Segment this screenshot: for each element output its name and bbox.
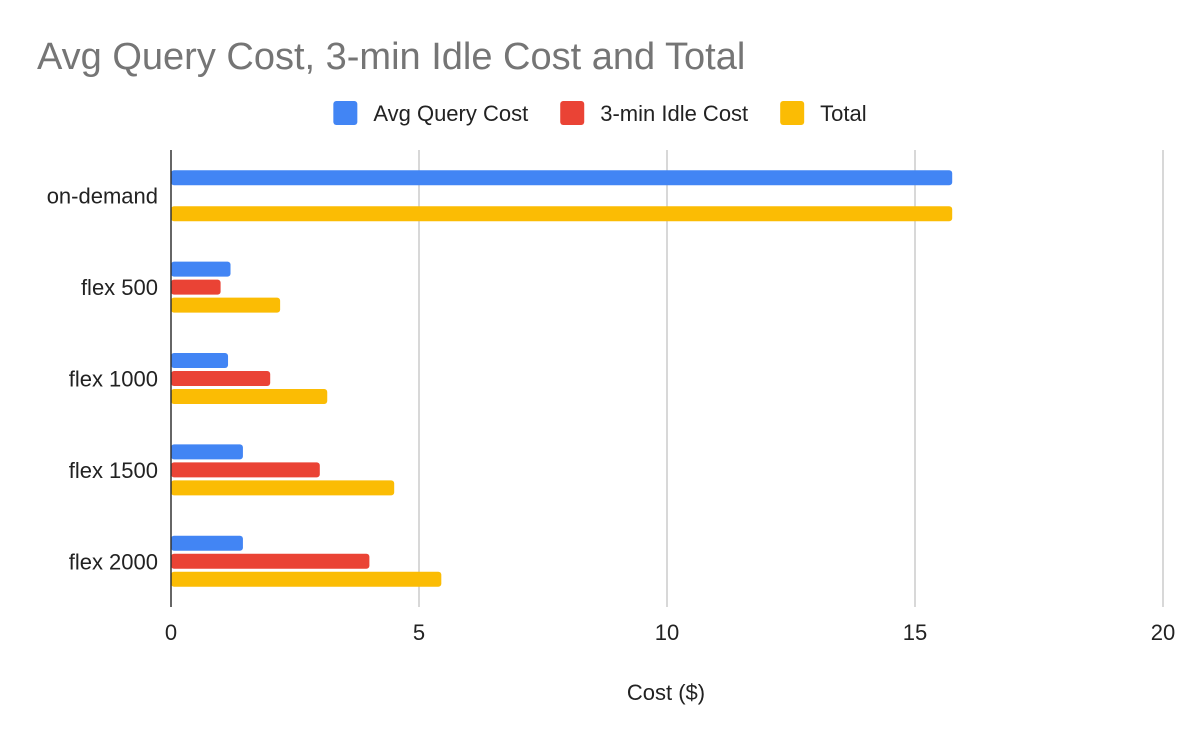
legend-swatch-3-min-idle-cost <box>560 101 585 125</box>
bars <box>171 170 953 587</box>
chart-title: Avg Query Cost, 3-min Idle Cost and Tota… <box>37 36 745 78</box>
bar-flex-500-avg-query-cost <box>171 261 231 277</box>
bar-on-demand-avg-query-cost <box>171 170 953 186</box>
bar-flex-1000-total <box>171 389 328 404</box>
bar-flex-2000-total <box>171 571 442 587</box>
bar-on-demand-total <box>171 206 953 222</box>
bar-flex-1500-3-min-idle-cost <box>171 462 320 478</box>
legend-swatch-avg-query-cost <box>333 101 358 125</box>
x-axis-title: Cost ($) <box>627 680 705 705</box>
bar-flex-1000-avg-query-cost <box>171 353 229 368</box>
legend: Avg Query Cost 3-min Idle Cost Total <box>333 101 867 126</box>
x-tick-label: 5 <box>413 620 425 645</box>
legend-label: 3-min Idle Cost <box>600 101 748 126</box>
legend-label: Avg Query Cost <box>373 101 528 126</box>
category-label: flex 1500 <box>69 458 158 483</box>
category-label: flex 500 <box>81 275 158 300</box>
legend-label: Total <box>820 101 866 126</box>
category-label: on-demand <box>47 184 158 209</box>
bar-flex-500-total <box>171 297 281 313</box>
legend-swatch-total <box>780 101 805 125</box>
tick-labels: 0 5 10 15 20 <box>165 620 1175 645</box>
category-labels: on-demand flex 500 flex 1000 flex 1500 flex … <box>47 184 158 575</box>
bar-flex-1000-3-min-idle-cost <box>171 371 271 386</box>
x-tick-label: 15 <box>903 620 927 645</box>
bar-flex-2000-avg-query-cost <box>171 535 243 551</box>
x-tick-label: 20 <box>1151 620 1175 645</box>
bar-flex-1500-total <box>171 480 395 496</box>
category-label: flex 2000 <box>69 549 158 574</box>
x-tick-label: 0 <box>165 620 177 645</box>
bar-flex-500-3-min-idle-cost <box>171 279 221 295</box>
x-tick-label: 10 <box>655 620 679 645</box>
category-label: flex 1000 <box>69 367 158 392</box>
bar-flex-1500-avg-query-cost <box>171 444 243 460</box>
bar-flex-2000-3-min-idle-cost <box>171 553 370 569</box>
gridlines <box>418 150 1164 607</box>
